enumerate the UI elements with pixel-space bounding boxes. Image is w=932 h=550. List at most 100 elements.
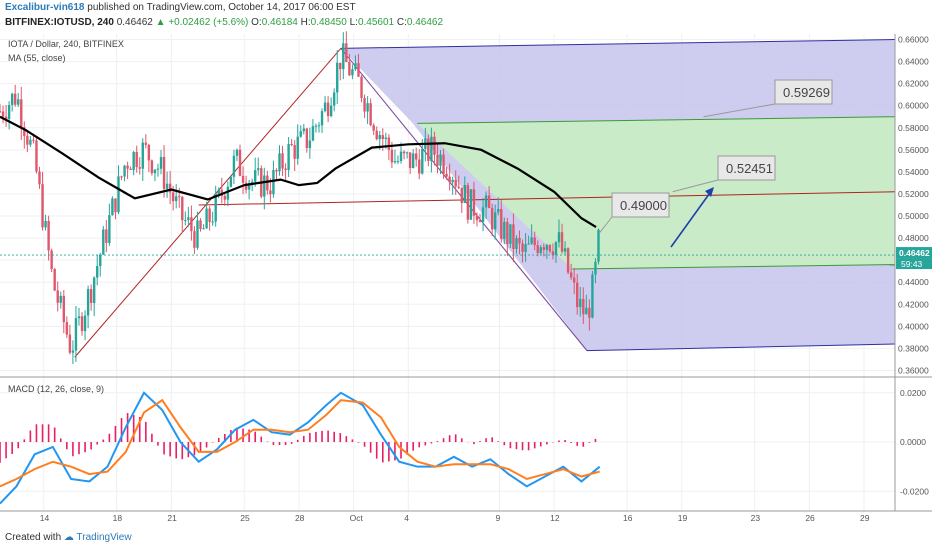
macd-pane[interactable] — [0, 378, 895, 511]
x-tick-label: 28 — [295, 513, 305, 523]
candle-body — [129, 168, 132, 170]
candle-body — [378, 135, 381, 140]
candle-body — [86, 289, 90, 316]
y-tick-label: 0.40000 — [898, 321, 929, 331]
candle-body — [284, 168, 287, 171]
candle-body — [515, 237, 518, 250]
candle-body — [111, 198, 114, 216]
last-price: 0.46462 — [116, 17, 153, 28]
author-link[interactable]: Excalibur-vin618 — [5, 2, 85, 13]
candle-body — [393, 161, 397, 163]
candle-body — [41, 184, 44, 228]
candle-body — [147, 144, 151, 161]
candle-body — [448, 176, 451, 183]
candle-body — [232, 155, 236, 177]
candle-body — [138, 167, 141, 169]
candle-body — [442, 154, 445, 174]
candle-body — [299, 131, 302, 137]
candle-body — [53, 269, 56, 291]
publish-header: Excalibur-vin618 published on TradingVie… — [5, 2, 356, 13]
candle-body — [493, 212, 497, 230]
candle-body — [527, 243, 530, 245]
candle-body — [193, 231, 196, 248]
candle-body — [171, 192, 175, 202]
candle-body — [17, 99, 20, 105]
candle-body — [257, 168, 260, 171]
created-with: Created with — [5, 532, 62, 543]
change-value: +0.02462 (+5.6%) — [168, 17, 249, 28]
macd-y-tick-label: 0.0000 — [900, 437, 926, 447]
candle-body — [557, 232, 561, 243]
tradingview-logo-icon: ☁ — [63, 532, 74, 543]
candle-body — [141, 142, 144, 169]
candle-body — [569, 272, 573, 278]
publish-info: published on TradingView.com, October 14… — [84, 2, 356, 13]
x-tick-label: 16 — [623, 513, 633, 523]
up-triangle-icon: ▲ — [155, 17, 166, 28]
candle-body — [4, 116, 8, 120]
x-tick-label: 9 — [495, 513, 500, 523]
candle-body — [62, 295, 65, 323]
axes: 0.66000 0.64000 0.62000 0.60000 0.58000 0.560… — [0, 34, 932, 523]
candle-body — [59, 295, 62, 303]
candle-body — [275, 170, 278, 172]
candle-body — [588, 307, 591, 318]
x-tick-label: 14 — [40, 513, 50, 523]
candle-body — [320, 111, 324, 126]
candle-body — [490, 207, 494, 230]
candle-body — [120, 176, 123, 178]
candle-body — [290, 143, 293, 146]
signal-line — [0, 398, 600, 488]
ma-label: MA (55, close) — [8, 53, 66, 63]
candle-body — [500, 208, 503, 239]
candle-body — [102, 229, 105, 255]
candle-body — [311, 126, 315, 141]
candle-body — [317, 125, 321, 127]
annotation-49000-box — [611, 192, 670, 218]
y-tick-label: 0.54000 — [898, 167, 929, 177]
candle-body — [293, 145, 296, 159]
candle-body — [32, 139, 35, 141]
candle-body — [487, 195, 491, 208]
x-tick-label: 4 — [404, 513, 409, 523]
candle-body — [287, 143, 290, 171]
arrow-head-icon — [705, 187, 714, 197]
moving-average — [0, 115, 895, 256]
candle-body — [539, 247, 542, 254]
candle-body — [217, 189, 220, 194]
candle-body — [10, 93, 14, 105]
countdown-box — [896, 258, 932, 270]
tradingview-brand[interactable]: TradingView — [76, 532, 132, 543]
annotations[interactable]: 0.59269 0.52451 0.49000 — [599, 79, 833, 248]
candle-body — [457, 186, 460, 188]
y-tick-label: 0.64000 — [898, 57, 929, 67]
y-tick-label: 0.42000 — [898, 299, 929, 309]
candle-body — [399, 151, 403, 161]
candle-body — [591, 274, 594, 318]
candle-body — [278, 153, 281, 172]
candle-body — [178, 196, 181, 198]
candle-body — [418, 159, 421, 174]
candle-body — [433, 136, 436, 155]
candle-body — [579, 298, 582, 308]
candle-body — [345, 43, 348, 63]
candle-body — [460, 187, 463, 203]
close-label: C: — [396, 17, 407, 28]
y-tick-label: 0.58000 — [898, 123, 929, 133]
annotation-52451-box — [717, 155, 776, 181]
candle-body — [360, 76, 363, 98]
candle-body — [366, 103, 369, 112]
countdown-label: 59:43 — [901, 259, 923, 269]
candle-body — [521, 243, 524, 252]
annotation-59269-box — [774, 79, 833, 105]
candle-body — [484, 195, 488, 208]
candle-body — [117, 176, 120, 213]
candle-body — [302, 128, 306, 132]
ma-line — [0, 115, 597, 229]
open-value: 0.46184 — [261, 17, 298, 28]
candle-body — [253, 170, 257, 182]
candle-body — [576, 282, 579, 308]
candle-body — [445, 173, 448, 177]
candle-body — [475, 215, 479, 221]
